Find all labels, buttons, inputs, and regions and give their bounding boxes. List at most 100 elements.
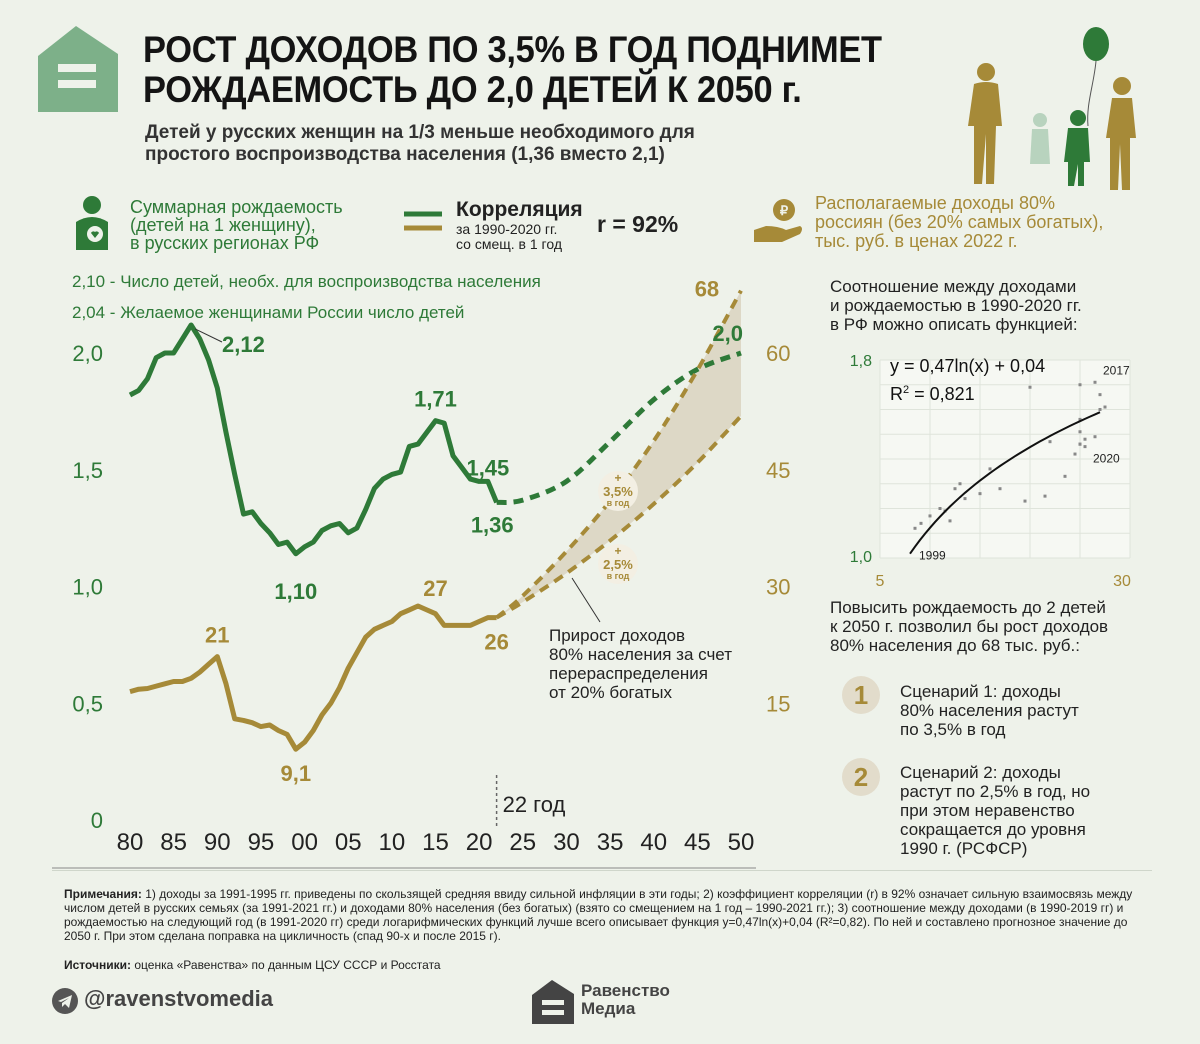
family-illustration-icon	[968, 27, 1136, 190]
y-right-tick-label: 60	[766, 341, 790, 366]
scatter-r2: R2 = 0,821	[890, 384, 975, 404]
x-tick-label: 35	[597, 829, 624, 856]
fertility-line	[128, 322, 499, 557]
y-right-tick-label: 30	[766, 575, 790, 600]
x-tick-label: 10	[379, 829, 406, 856]
scatter-x-tick: 30	[1113, 573, 1131, 590]
scatter-point	[948, 519, 952, 523]
scenario-1-text: Сценарий 1: доходы 80% населения растут …	[900, 682, 1079, 739]
scatter-point	[1043, 494, 1047, 498]
scenario-badge-circle	[598, 544, 638, 584]
x-tick-label: 30	[553, 829, 580, 856]
callout-text: 80% населения за счет	[549, 645, 732, 664]
y-left-tick-label: 1,0	[72, 575, 103, 600]
income-line	[129, 603, 497, 752]
scenario-1-badge: 1	[842, 676, 880, 714]
scatter-equation: y = 0,47ln(x) + 0,04	[890, 356, 1045, 376]
main-line-chart: 0 0,5 1,0 1,5 2,0 15 30 45 60 80 85 90 95 00 05 10 15 20 2…	[52, 277, 790, 869]
scatter-label-2020: 2020	[1093, 452, 1120, 466]
scenario-2-badge: 2	[842, 758, 880, 796]
scatter-y-tick: 1,8	[850, 353, 872, 370]
scatter-point	[1093, 435, 1097, 439]
scatter-point	[1098, 408, 1102, 411]
peak-callout-line	[194, 328, 223, 343]
x-tick-label: 25	[509, 829, 536, 856]
callout-text: от 20% богатых	[549, 683, 672, 702]
scatter-point	[1063, 474, 1067, 478]
callout-line	[571, 577, 601, 623]
reference-label-desired: 2,04 - Желаемое женщинами России число д…	[72, 303, 465, 322]
scatter-trend-line	[909, 411, 1101, 555]
scatter-point	[1023, 499, 1027, 503]
correlation-title: Корреляция	[456, 198, 583, 221]
label-fertility-low: 1,10	[274, 579, 317, 604]
scatter-point	[919, 521, 923, 525]
scatter-point	[1078, 430, 1082, 434]
x-tick-label: 40	[640, 829, 667, 856]
scenario-badge-plus: +	[614, 471, 621, 485]
scatter-point	[958, 482, 962, 486]
scatter-point	[928, 514, 932, 518]
scatter-point	[1083, 437, 1087, 441]
scatter-point	[1078, 417, 1082, 421]
sources: Источники: оценка «Равенства» по данным …	[64, 958, 441, 972]
scatter-point	[1028, 385, 1032, 389]
scatter-intro: Соотношение между доходами и рождаемость…	[830, 277, 1082, 334]
scatter-point	[938, 507, 942, 510]
y-left-tick-label: 0,5	[72, 691, 103, 716]
x-tick-label: 90	[204, 829, 231, 856]
label-income-2015: 27	[423, 576, 447, 601]
scatter-label-2017: 2017	[1103, 363, 1130, 377]
ravenstvo-logo-icon	[38, 26, 118, 112]
scatter-point	[1098, 393, 1102, 397]
y-left-tick-label: 2,0	[72, 341, 103, 366]
scenario-2-marker: +2,5%в год	[598, 544, 638, 584]
x-tick-label: 85	[160, 829, 187, 856]
correlation-value: r = 92%	[597, 211, 679, 237]
svg-text:₽: ₽	[780, 203, 789, 218]
money-hand-icon: ₽	[754, 199, 802, 242]
label-income-1990: 21	[205, 623, 229, 648]
scatter-point	[963, 497, 967, 501]
x-tick-label: 00	[291, 829, 318, 856]
scenario-badge-percent: 2,5%	[603, 557, 633, 572]
reference-label-replacement: 2,10 - Число детей, необх. для воспроизв…	[72, 272, 541, 291]
y-right-tick-label: 45	[766, 458, 790, 483]
scatter-point	[1093, 380, 1097, 384]
scenario-badge-circle	[598, 471, 638, 511]
callout-text: Прирост доходов	[549, 626, 685, 645]
y-left-tick-label: 1,5	[72, 458, 103, 483]
scenario-2-text: Сценарий 2: доходы растут по 2,5% в год,…	[900, 763, 1091, 858]
scatter-x-tick: 5	[876, 573, 885, 590]
label-income-2022: 26	[484, 630, 508, 655]
scatter-y-tick: 1,0	[850, 549, 872, 566]
x-tick-label: 45	[684, 829, 711, 856]
scenario-badge-unit: в год	[607, 498, 630, 508]
label-fertility-2020: 1,45	[466, 455, 509, 480]
legend-fertility: Суммарная рождаемость (детей на 1 женщин…	[130, 197, 343, 253]
legend-income: Располагаемые доходы 80% россиян (без 20…	[815, 193, 1104, 251]
goal-text: Повысить рождаемость до 2 детей к 2050 г…	[830, 598, 1109, 655]
scatter-point	[988, 467, 992, 471]
callout-text: перераспределения	[549, 664, 708, 683]
x-tick-label: 50	[728, 829, 755, 856]
label-fertility-2015: 1,71	[414, 387, 457, 412]
x-tick-label: 95	[248, 829, 275, 856]
telegram-handle[interactable]: @ravenstvomedia	[84, 986, 273, 1011]
page-title: РОСТ ДОХОДОВ ПО 3,5% В ГОД ПОДНИМЕТ РОЖД…	[143, 29, 882, 110]
scatter-point	[1103, 405, 1107, 409]
scatter-chart: 1,8 1,05 30 y = 0,47ln(x) + 0,04 R2 = 0,821 1…	[850, 353, 1131, 590]
label-income-1999: 9,1	[281, 761, 312, 786]
footer-divider	[52, 870, 1152, 871]
x-tick-label: 15	[422, 829, 449, 856]
label-fertility-peak: 2,12	[222, 332, 265, 357]
y-right-tick-label: 15	[766, 691, 790, 716]
y-left-tick-label: 0	[91, 808, 103, 833]
scatter-point	[1078, 442, 1082, 446]
scatter-point	[913, 526, 917, 530]
brand-name: Равенство Медиа	[581, 981, 670, 1018]
scenario-badge-unit: в год	[607, 571, 630, 581]
label-year-2022: 22 год	[503, 792, 566, 817]
scatter-point	[1048, 440, 1052, 444]
scenario-range-area	[496, 290, 741, 618]
